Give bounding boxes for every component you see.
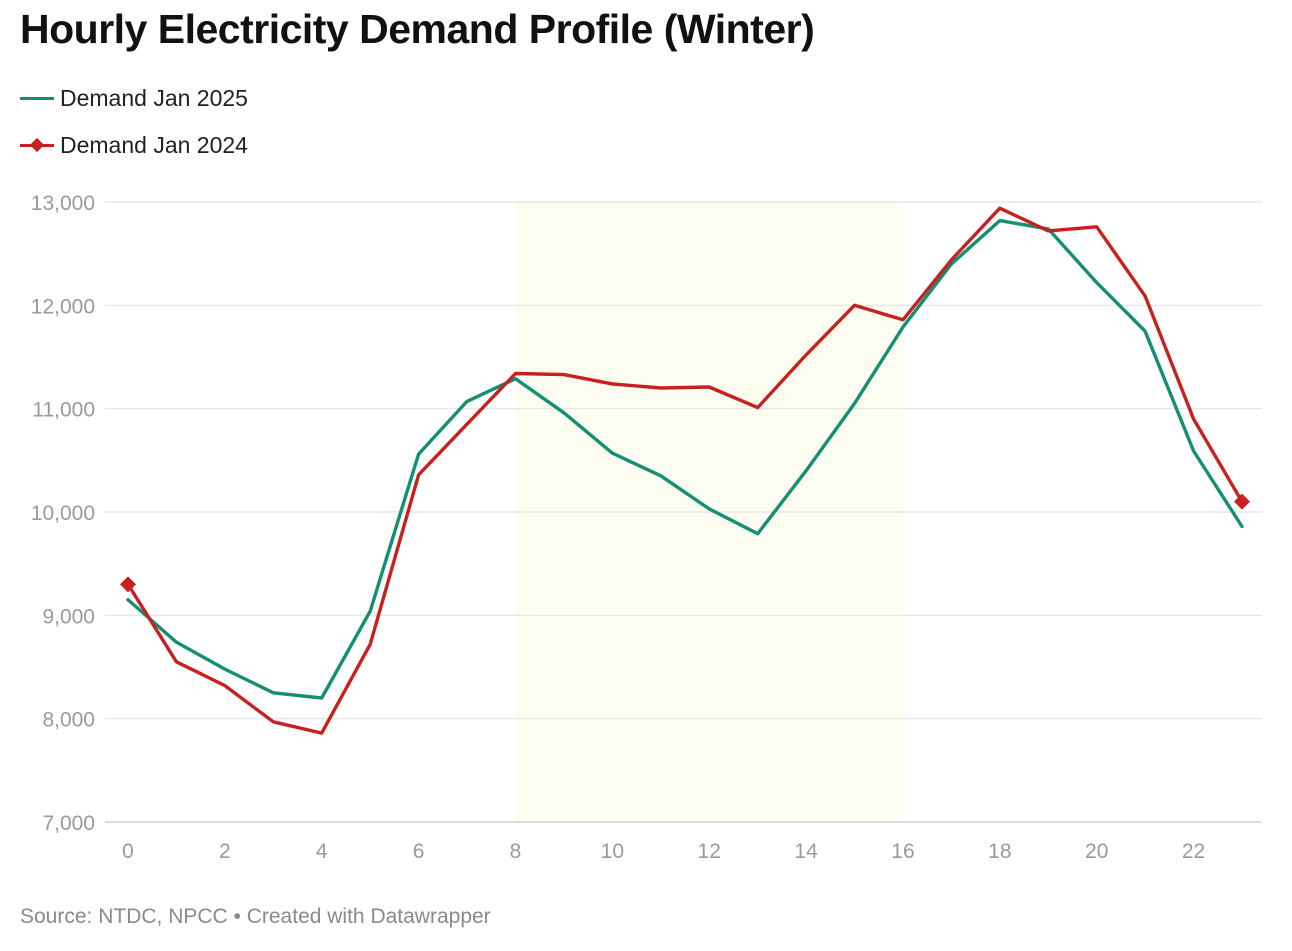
legend-line-2025 bbox=[20, 97, 54, 100]
y-tick-label-13000: 13,000 bbox=[31, 192, 95, 215]
x-tick-label-22: 22 bbox=[1182, 840, 1205, 863]
x-tick-label-12: 12 bbox=[698, 840, 721, 863]
source-credit: Source: NTDC, NPCC • Created with Datawr… bbox=[20, 905, 491, 928]
legend-label-2025: Demand Jan 2025 bbox=[60, 84, 248, 111]
y-tick-label-11000: 11,000 bbox=[32, 399, 95, 422]
legend-label-2024: Demand Jan 2024 bbox=[60, 131, 248, 158]
x-tick-label-2: 2 bbox=[219, 840, 231, 863]
series-line-2024 bbox=[126, 206, 1244, 735]
legend: Demand Jan 2025 Demand Jan 2024 bbox=[20, 80, 248, 174]
series-line-2025 bbox=[126, 218, 1244, 700]
x-tick-label-20: 20 bbox=[1085, 840, 1108, 863]
diamond-marker-2024-h23 bbox=[1234, 493, 1250, 510]
x-tick-label-8: 8 bbox=[510, 840, 522, 863]
legend-line-icon-2025 bbox=[20, 90, 54, 106]
x-tick-label-4: 4 bbox=[316, 840, 328, 863]
x-tick-label-0: 0 bbox=[122, 840, 134, 863]
y-tick-label-9000: 9,000 bbox=[42, 605, 95, 628]
x-tick-label-10: 10 bbox=[601, 840, 624, 863]
diamond-marker-2024-h0 bbox=[120, 576, 136, 593]
chart-title: Hourly Electricity Demand Profile (Winte… bbox=[20, 6, 815, 52]
x-tick-label-14: 14 bbox=[794, 840, 818, 863]
legend-item-2025: Demand Jan 2025 bbox=[20, 80, 248, 116]
x-tick-label-18: 18 bbox=[988, 840, 1011, 863]
y-tick-label-10000: 10,000 bbox=[31, 502, 95, 525]
y-tick-label-8000: 8,000 bbox=[42, 709, 95, 732]
legend-diamond-line-icon-2024 bbox=[20, 137, 54, 153]
x-tick-label-16: 16 bbox=[891, 840, 914, 863]
y-tick-label-7000: 7,000 bbox=[42, 812, 95, 835]
y-tick-label-12000: 12,000 bbox=[31, 295, 95, 318]
x-tick-label-6: 6 bbox=[413, 840, 425, 863]
legend-item-2024: Demand Jan 2024 bbox=[20, 127, 248, 163]
